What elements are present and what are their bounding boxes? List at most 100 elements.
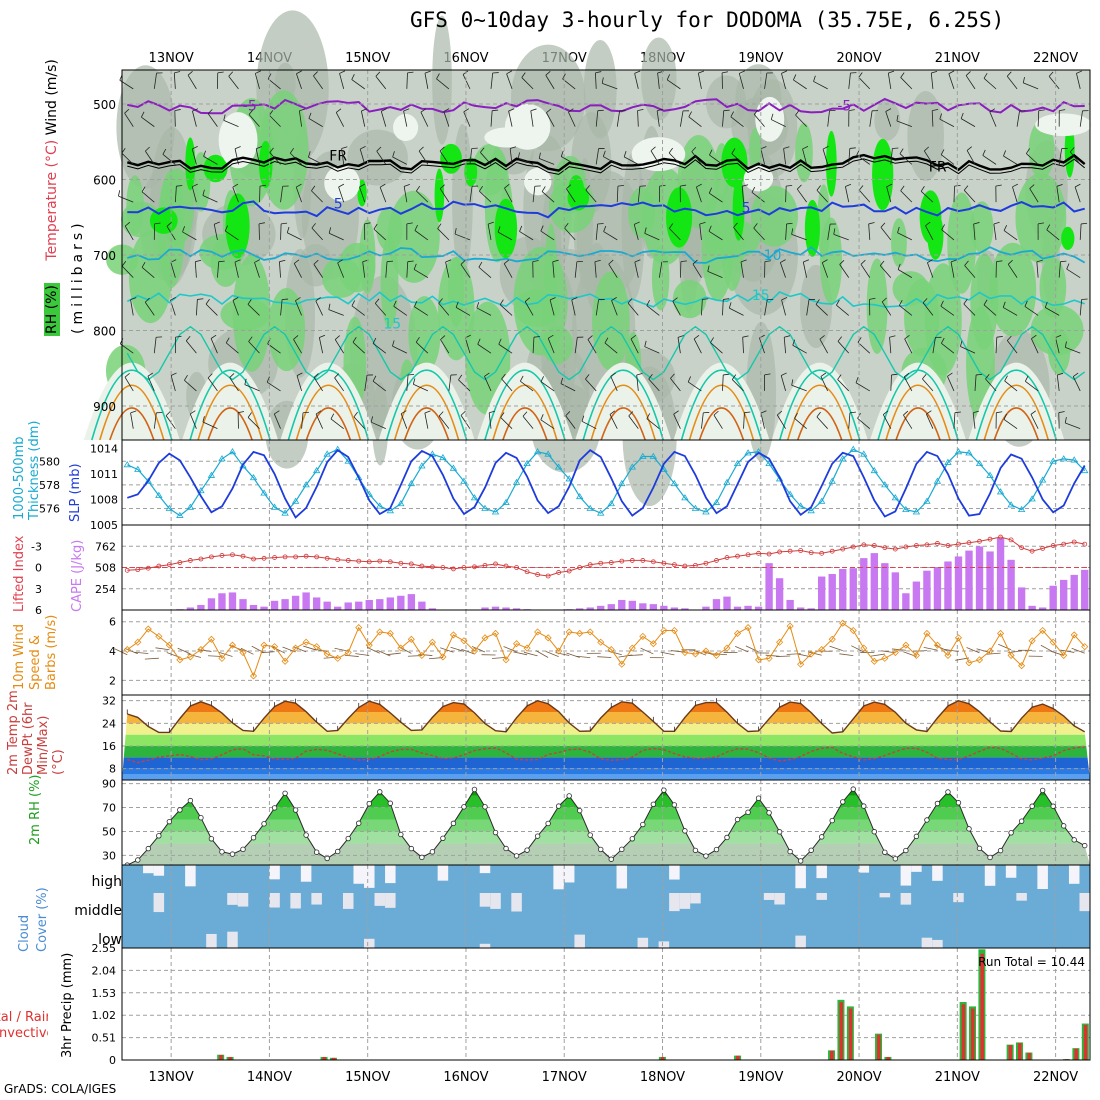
wind-barb-flag <box>794 412 798 419</box>
wind-barb-flag <box>722 71 729 74</box>
wind-barb <box>375 76 387 90</box>
wind10m-barb <box>735 645 749 653</box>
li-tick-label: 6 <box>35 604 42 617</box>
wind-barb <box>313 264 323 278</box>
wind-barb-flag <box>1048 71 1054 77</box>
wind-barb <box>170 375 176 392</box>
cape-bar <box>628 600 636 610</box>
wind-barb <box>709 154 723 165</box>
upper-air-ylabel: (millibars) <box>70 219 86 334</box>
rh-contour-dry <box>1035 113 1092 137</box>
wind-barb <box>1025 381 1039 392</box>
wind-barb-flag <box>154 222 161 225</box>
cape-bar <box>1007 559 1015 610</box>
temp-bands <box>122 700 1090 780</box>
wind-barb <box>372 380 387 392</box>
wind-barb <box>722 374 724 391</box>
wind-barb <box>633 224 639 240</box>
wind-barb <box>897 269 913 278</box>
rh-tick-label: 50 <box>102 825 116 838</box>
wind-barb <box>266 381 281 392</box>
rh-marker <box>692 847 699 854</box>
wind-barb-flag <box>439 184 445 190</box>
wind-barb-flag <box>1002 301 1006 308</box>
wind-barb-flag <box>560 150 564 157</box>
li-marker <box>871 543 877 548</box>
wind-barb-flag <box>124 108 130 114</box>
day-label-bottom: 22NOV <box>1033 1070 1078 1085</box>
precip-tick-label: 2.04 <box>92 964 117 977</box>
wind-barb <box>595 299 599 316</box>
wind-barb-flag <box>617 184 624 187</box>
thickness-marker <box>902 505 910 513</box>
bl-cone <box>673 362 770 440</box>
wind-barb <box>634 261 639 278</box>
thickness-marker <box>197 486 205 494</box>
cape-bar <box>986 551 994 610</box>
wind-barb <box>687 381 702 392</box>
wind-barb <box>532 337 535 354</box>
wind-barb <box>637 110 639 127</box>
cape-bar <box>491 606 500 610</box>
precip-convective-bar <box>971 1008 975 1060</box>
wind-barb-flag <box>886 183 893 188</box>
rh-contour-green <box>970 201 994 254</box>
wind-barb-flag <box>141 186 146 193</box>
rh-marker <box>850 786 856 792</box>
wind-barb <box>205 303 218 316</box>
wind-barb-flag <box>440 335 446 340</box>
day-label-bottom: 20NOV <box>836 1070 881 1085</box>
wind-barb-flag <box>549 297 556 301</box>
thickness-marker <box>565 475 573 482</box>
rh-marker <box>135 857 141 863</box>
wind-barb <box>521 77 534 90</box>
wind-barb-flag <box>420 108 427 113</box>
wind-barb <box>335 112 345 127</box>
wind-barb <box>972 412 976 429</box>
wind-barb-flag <box>1076 70 1083 74</box>
rh-marker <box>271 805 278 811</box>
wind-barb-flag <box>562 73 566 80</box>
cloud-gap-middle <box>479 893 491 907</box>
thickness-marker <box>807 507 815 514</box>
day-label-top: 21NOV <box>935 51 980 66</box>
day-label-bottom: 21NOV <box>935 1070 980 1085</box>
wind-barb-flag <box>532 260 539 263</box>
thickness-tick-label: 580 <box>39 455 60 468</box>
rh-marker <box>408 845 415 852</box>
wind-barb-flag <box>837 336 842 342</box>
wind-barb-flag <box>753 223 758 229</box>
thickness-marker <box>228 448 237 455</box>
wind10m-barb <box>923 646 938 651</box>
temp-band <box>122 757 1090 769</box>
rh-contour-green <box>710 219 760 259</box>
wind-barb <box>1030 414 1039 429</box>
wind-barb-flag <box>337 259 343 264</box>
cloud-gap-high <box>911 865 922 872</box>
thickness-marker <box>239 462 247 469</box>
rh-contour-green <box>672 279 707 319</box>
li-marker <box>303 553 309 559</box>
wind-barb-flag <box>540 414 544 420</box>
wind-barb <box>741 186 744 203</box>
wind-barb-flag <box>393 300 397 307</box>
wind-barb-flag <box>795 110 800 116</box>
wind-barb-flag <box>860 259 866 265</box>
wind-barb <box>440 339 450 354</box>
wind-barb <box>130 412 134 429</box>
wind-speed-marker <box>481 634 489 642</box>
wind-barb-flag <box>313 259 319 265</box>
wind-barb <box>634 73 639 89</box>
li-marker <box>650 559 656 565</box>
li-marker <box>819 550 825 556</box>
wind-barb-flag <box>195 259 202 263</box>
wind-barb <box>650 150 660 165</box>
rh-marker <box>219 849 225 855</box>
wind-barb-flag <box>299 108 306 112</box>
rh-marker <box>661 787 667 793</box>
wind-barb-flag <box>521 72 526 78</box>
wind-barb <box>730 116 744 127</box>
rh-marker <box>682 828 688 834</box>
legend-wind: Wind (m/s) <box>44 59 60 136</box>
li-marker <box>219 553 225 558</box>
